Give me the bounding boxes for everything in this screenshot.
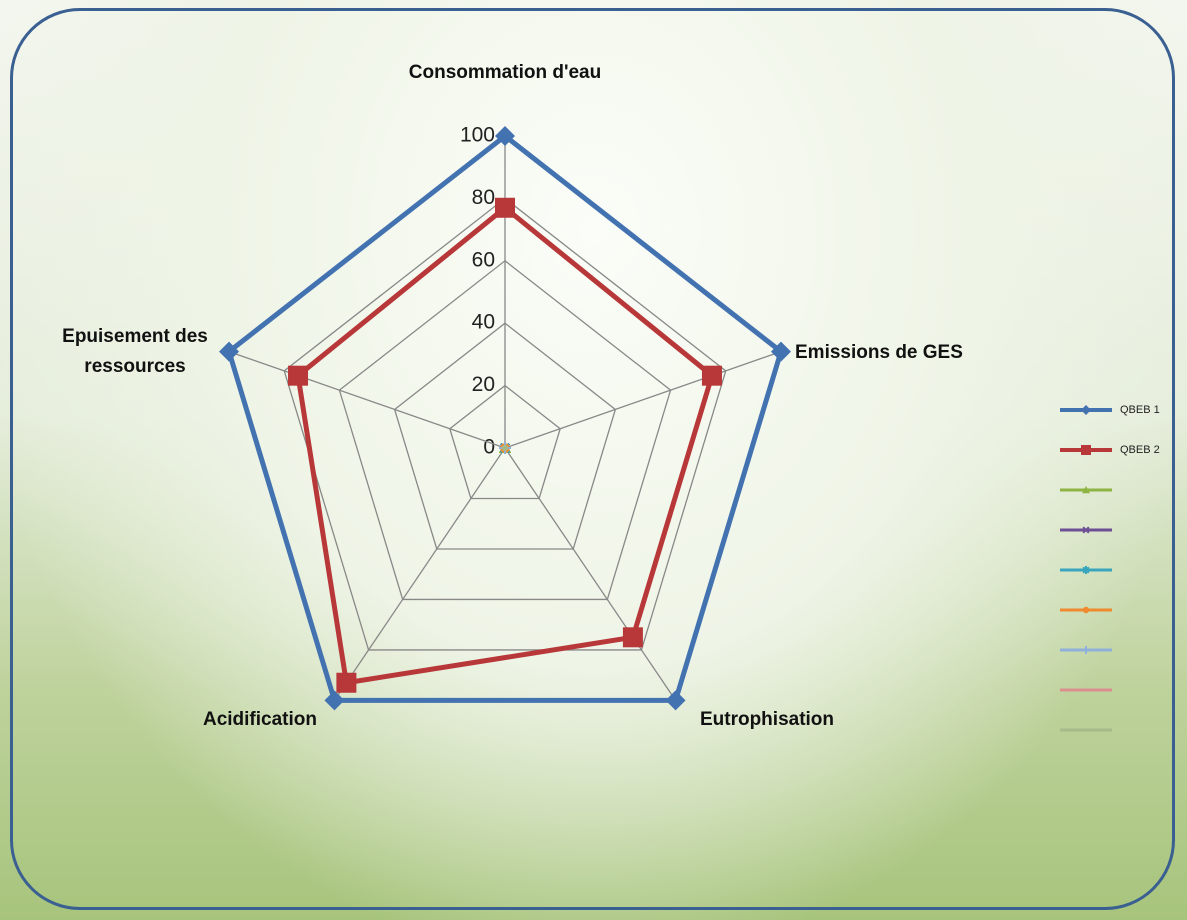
legend-label: QBEB 1 bbox=[1120, 404, 1160, 416]
marker bbox=[1083, 607, 1089, 613]
marker bbox=[502, 445, 508, 451]
tick-label: 20 bbox=[472, 373, 495, 396]
marker bbox=[1081, 445, 1091, 455]
tick-label: 0 bbox=[483, 436, 495, 459]
spoke bbox=[229, 352, 505, 448]
tick-label: 40 bbox=[472, 311, 495, 334]
axis-label: Epuisement des ressources bbox=[35, 322, 235, 382]
tick-label: 80 bbox=[472, 186, 495, 209]
legend-label: QBEB 2 bbox=[1120, 444, 1160, 456]
marker bbox=[288, 366, 308, 386]
marker bbox=[702, 366, 722, 386]
axis-label: Emissions de GES bbox=[795, 338, 995, 368]
radar-plot: 0 20 40 60 80 100 QBEB 1 QBEB 2 bbox=[0, 0, 1187, 920]
axis-label: Acidification bbox=[185, 705, 335, 735]
chart: 0 20 40 60 80 100 QBEB 1 QBEB 2 Consommation d'… bbox=[0, 0, 1187, 920]
marker bbox=[1082, 646, 1090, 654]
axis-label: Consommation d'eau bbox=[405, 58, 605, 88]
axis-label: Eutrophisation bbox=[682, 705, 852, 735]
marker bbox=[336, 673, 356, 693]
marker bbox=[495, 198, 515, 218]
tick-label: 100 bbox=[460, 124, 495, 147]
marker bbox=[623, 627, 643, 647]
tick-label: 60 bbox=[472, 248, 495, 271]
spoke bbox=[505, 352, 781, 448]
marker bbox=[1081, 405, 1091, 415]
